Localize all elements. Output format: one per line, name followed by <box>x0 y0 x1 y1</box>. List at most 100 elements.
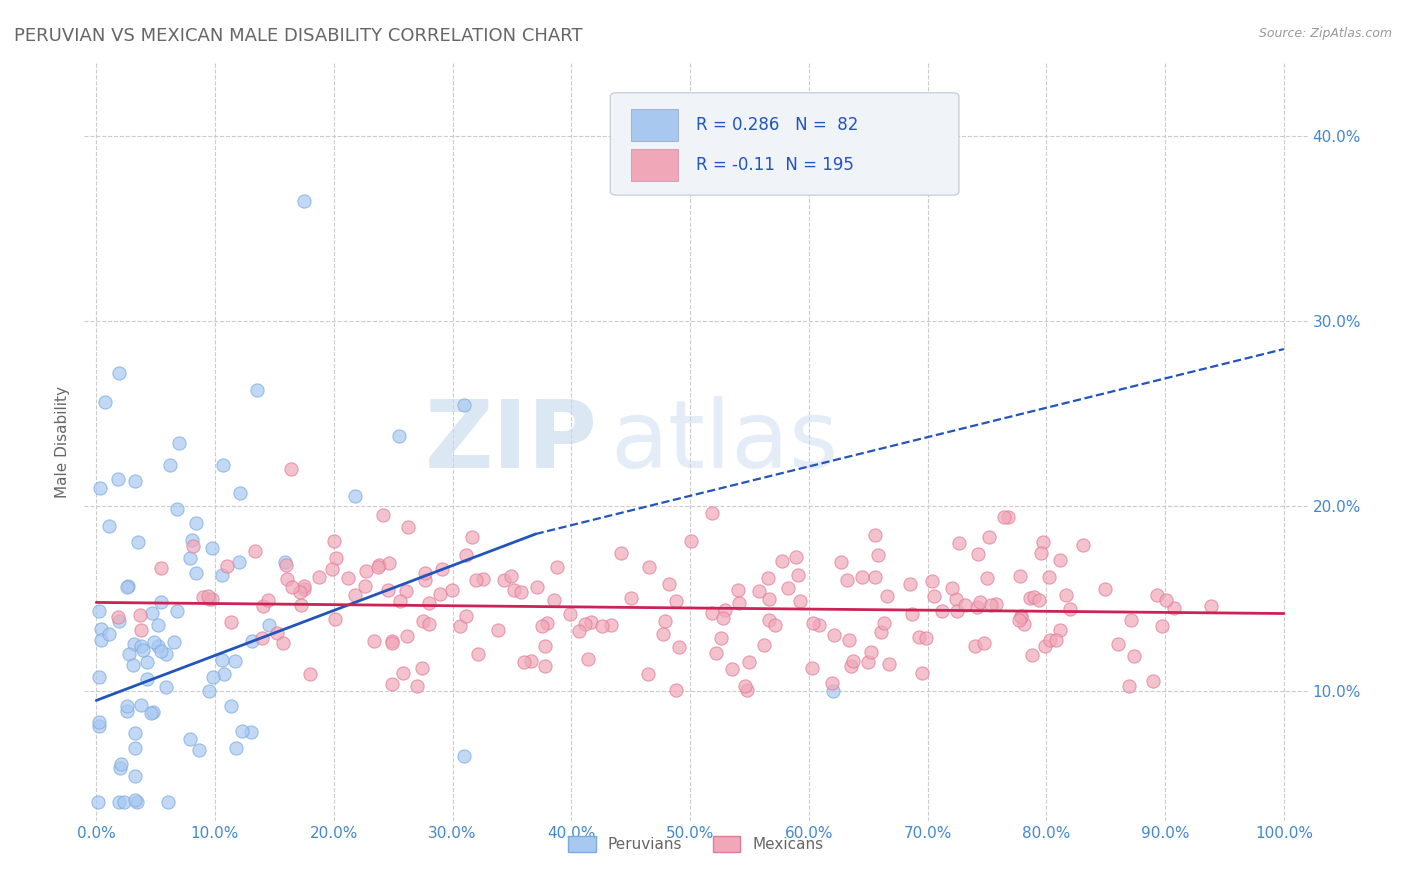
Point <box>860 645 883 659</box>
Point <box>166 604 188 618</box>
Point <box>157 795 180 809</box>
Point <box>215 558 238 573</box>
Point <box>325 551 347 566</box>
Point <box>665 683 688 698</box>
Point <box>752 638 775 652</box>
Point <box>124 740 146 755</box>
Point <box>839 659 862 673</box>
Point <box>1038 569 1060 583</box>
Point <box>464 574 486 588</box>
Point <box>945 592 967 607</box>
Point <box>108 614 131 628</box>
Point <box>197 589 219 603</box>
Point <box>231 723 253 738</box>
Point <box>280 462 302 476</box>
Point <box>87 719 110 733</box>
Point <box>720 662 742 676</box>
Point <box>868 548 890 562</box>
Point <box>453 748 475 763</box>
Point <box>609 546 631 560</box>
Point <box>665 594 688 608</box>
Point <box>558 607 581 621</box>
Point <box>117 704 139 718</box>
Point <box>271 636 294 650</box>
Point <box>110 756 132 771</box>
Point <box>354 564 377 578</box>
Point <box>97 519 120 533</box>
Point <box>413 566 436 580</box>
Point <box>274 558 297 573</box>
Point <box>343 588 366 602</box>
Point <box>534 639 557 653</box>
Point <box>945 603 967 617</box>
Point <box>418 596 440 610</box>
Point <box>292 194 315 208</box>
Point <box>1045 632 1067 647</box>
Point <box>574 617 596 632</box>
Point <box>211 568 233 582</box>
Point <box>789 594 811 608</box>
Point <box>87 714 110 729</box>
Point <box>201 591 224 606</box>
Point <box>973 635 995 649</box>
Point <box>801 660 824 674</box>
Point <box>308 570 330 584</box>
Point <box>976 571 998 585</box>
Point <box>821 676 844 690</box>
Point <box>1021 648 1043 662</box>
Point <box>1118 679 1140 693</box>
Point <box>121 658 143 673</box>
Point <box>117 578 139 592</box>
Point <box>201 541 224 556</box>
Point <box>198 592 221 607</box>
Point <box>801 616 824 631</box>
Point <box>122 637 145 651</box>
Point <box>492 573 515 587</box>
Text: ZIP: ZIP <box>425 395 598 488</box>
Point <box>713 611 735 625</box>
Point <box>276 573 298 587</box>
Point <box>180 533 202 548</box>
Point <box>146 639 169 653</box>
Point <box>948 536 970 550</box>
Point <box>411 661 433 675</box>
Point <box>229 486 252 500</box>
Point <box>240 633 263 648</box>
Point <box>274 555 297 569</box>
Point <box>763 617 786 632</box>
Point <box>139 706 162 720</box>
Point <box>367 559 389 574</box>
Point <box>224 654 246 668</box>
Point <box>124 793 146 807</box>
Point <box>381 677 404 691</box>
Point <box>756 571 779 585</box>
Point <box>456 548 478 562</box>
Point <box>748 583 770 598</box>
Point <box>454 608 477 623</box>
Point <box>418 617 440 632</box>
Point <box>353 579 375 593</box>
FancyBboxPatch shape <box>610 93 959 195</box>
Point <box>520 654 543 668</box>
Point <box>90 622 112 636</box>
Point <box>107 610 129 624</box>
Point <box>785 549 807 564</box>
Point <box>149 644 172 658</box>
Point <box>873 615 896 630</box>
Point <box>1163 601 1185 615</box>
Point <box>107 367 129 381</box>
Point <box>392 666 415 681</box>
Point <box>89 604 111 618</box>
Point <box>738 655 761 669</box>
Point <box>807 617 830 632</box>
Point <box>87 795 110 809</box>
Point <box>135 672 157 686</box>
Point <box>166 501 188 516</box>
Point <box>851 569 873 583</box>
Point <box>910 666 932 681</box>
Point <box>1010 608 1032 623</box>
Point <box>856 655 879 669</box>
Point <box>388 594 411 608</box>
Point <box>93 395 115 409</box>
Point <box>1008 569 1031 583</box>
